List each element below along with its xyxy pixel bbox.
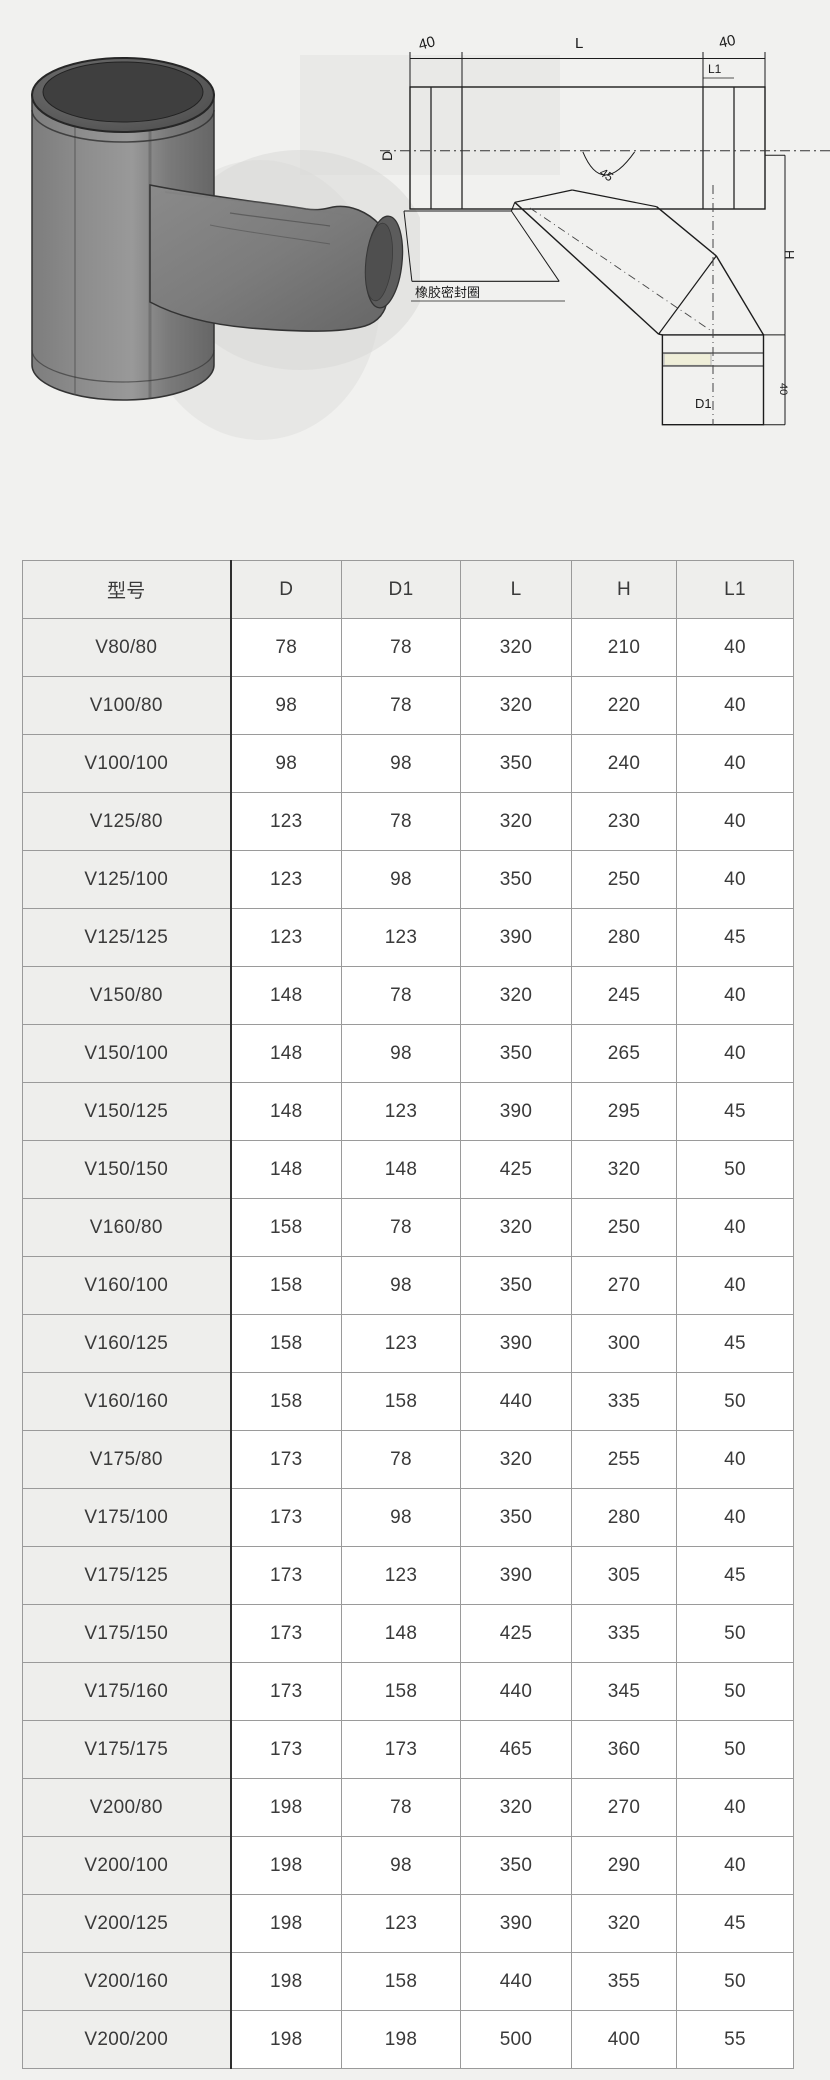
svg-text:L: L — [575, 35, 583, 52]
svg-text:40: 40 — [417, 33, 438, 54]
svg-text:橡胶密封圈: 橡胶密封圈 — [415, 285, 480, 300]
svg-text:H: H — [782, 250, 797, 259]
svg-text:L1: L1 — [708, 62, 722, 76]
svg-text:45: 45 — [597, 165, 616, 184]
svg-text:D1: D1 — [695, 396, 712, 411]
svg-text:40: 40 — [777, 383, 789, 395]
svg-text:40: 40 — [717, 32, 737, 52]
svg-text:D: D — [380, 151, 395, 161]
